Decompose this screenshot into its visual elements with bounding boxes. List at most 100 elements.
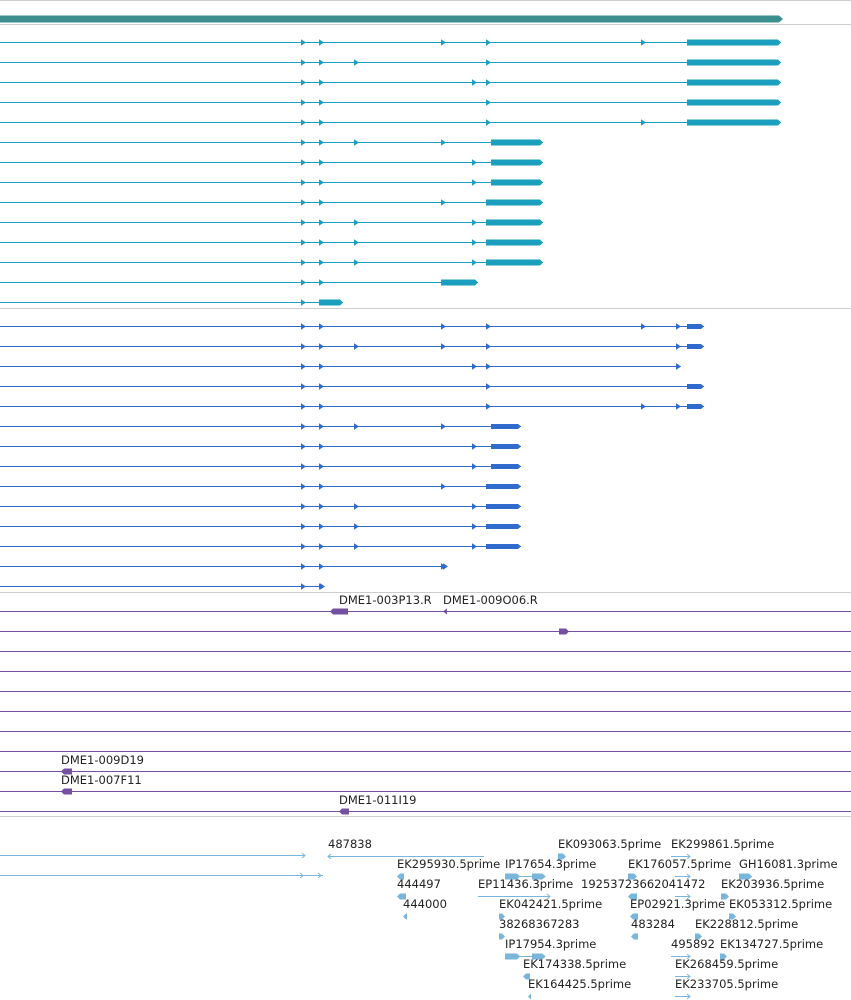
est-feature[interactable] xyxy=(397,873,404,880)
clone-row[interactable] xyxy=(0,768,851,775)
clone-row[interactable] xyxy=(0,628,851,635)
transcript[interactable] xyxy=(0,79,781,86)
est-feature[interactable] xyxy=(528,993,531,1000)
est-feature[interactable] xyxy=(721,893,729,900)
exon-block[interactable] xyxy=(403,913,407,920)
exon-block[interactable] xyxy=(558,853,566,860)
exon-block[interactable] xyxy=(695,933,702,940)
transcript[interactable] xyxy=(0,383,704,390)
transcript-track-a[interactable] xyxy=(0,39,781,306)
gene-feature[interactable] xyxy=(0,15,783,23)
est-feature[interactable] xyxy=(628,893,637,900)
exon-block[interactable] xyxy=(61,768,72,775)
transcript[interactable] xyxy=(0,483,521,490)
exon-block[interactable] xyxy=(486,484,521,489)
exon-block[interactable] xyxy=(499,933,505,940)
exon-block[interactable] xyxy=(499,913,505,920)
exon-block[interactable] xyxy=(631,933,638,940)
exon-block[interactable] xyxy=(729,913,736,920)
exon-block[interactable] xyxy=(486,239,543,246)
exon-block[interactable] xyxy=(559,628,569,635)
exon-block[interactable] xyxy=(491,444,521,449)
transcript[interactable] xyxy=(0,323,704,330)
exon-block[interactable] xyxy=(528,993,531,1000)
exon-block[interactable] xyxy=(397,873,404,880)
exon-block[interactable] xyxy=(630,913,638,920)
exon-block[interactable] xyxy=(687,79,781,86)
est-feature[interactable] xyxy=(403,913,407,920)
est-feature[interactable] xyxy=(675,893,691,900)
transcript[interactable] xyxy=(0,583,325,590)
exon-block[interactable] xyxy=(61,788,72,795)
transcript[interactable] xyxy=(0,59,781,66)
transcript[interactable] xyxy=(0,179,543,186)
exon-block[interactable] xyxy=(687,344,704,349)
transcript[interactable] xyxy=(0,39,781,46)
est-feature[interactable] xyxy=(720,953,727,960)
exon-block[interactable] xyxy=(523,973,530,980)
transcript[interactable] xyxy=(0,99,781,106)
exon-block[interactable] xyxy=(628,873,637,880)
exon-block[interactable] xyxy=(505,953,520,960)
exon-block[interactable] xyxy=(486,199,543,206)
est-feature[interactable] xyxy=(327,853,484,860)
clone-track[interactable]: DME1-003P13.R DME1-009O06.R DME1-009D19 DME… xyxy=(0,593,851,815)
clone-row[interactable] xyxy=(0,788,851,795)
exon-block[interactable] xyxy=(486,219,543,226)
est-feature[interactable] xyxy=(739,873,752,880)
exon-block[interactable] xyxy=(330,608,348,615)
transcript[interactable] xyxy=(0,299,343,306)
est-track[interactable]: 487838 EK093063.5prime EK299861.5prime EK29… xyxy=(0,837,838,1000)
exon-block[interactable] xyxy=(397,893,406,900)
est-feature[interactable] xyxy=(505,873,546,880)
exon-block[interactable] xyxy=(687,39,781,46)
transcript[interactable] xyxy=(0,279,478,286)
exon-block[interactable] xyxy=(687,324,704,329)
transcript[interactable] xyxy=(0,543,521,550)
transcript[interactable] xyxy=(0,523,521,530)
exon-block[interactable] xyxy=(687,99,781,106)
est-feature[interactable] xyxy=(729,913,736,920)
clone-end-marker[interactable] xyxy=(443,608,447,615)
est-track-line[interactable] xyxy=(0,852,306,859)
transcript[interactable] xyxy=(0,563,448,570)
exon-block[interactable] xyxy=(441,279,478,286)
est-feature[interactable] xyxy=(631,933,638,940)
exon-block[interactable] xyxy=(486,524,521,529)
exon-block[interactable] xyxy=(491,464,521,469)
transcript[interactable] xyxy=(0,363,681,370)
transcript-track-b[interactable] xyxy=(0,323,704,590)
exon-block[interactable] xyxy=(687,59,781,66)
exon-block[interactable] xyxy=(687,119,781,126)
est-track-line[interactable] xyxy=(0,872,323,879)
transcript[interactable] xyxy=(0,423,521,430)
transcript[interactable] xyxy=(0,239,543,246)
exon-block[interactable] xyxy=(532,953,545,960)
exon-block[interactable] xyxy=(486,544,521,549)
est-feature[interactable] xyxy=(499,913,505,920)
est-feature[interactable] xyxy=(523,973,530,980)
exon-block[interactable] xyxy=(491,179,543,186)
exon-block[interactable] xyxy=(491,139,543,146)
est-feature[interactable] xyxy=(695,933,702,940)
est-feature[interactable] xyxy=(675,973,691,980)
est-feature[interactable] xyxy=(675,873,691,880)
exon-block[interactable] xyxy=(687,384,704,389)
exon-block[interactable] xyxy=(687,404,704,409)
transcript[interactable] xyxy=(0,403,704,410)
clone-row[interactable] xyxy=(0,808,851,815)
exon-block[interactable] xyxy=(721,893,729,900)
exon-block[interactable] xyxy=(486,504,521,509)
transcript[interactable] xyxy=(0,199,543,206)
transcript[interactable] xyxy=(0,219,543,226)
exon-block[interactable] xyxy=(628,893,637,900)
exon-block[interactable] xyxy=(720,953,727,960)
exon-block[interactable] xyxy=(339,808,349,815)
transcript[interactable] xyxy=(0,443,521,450)
exon-block[interactable] xyxy=(505,873,520,880)
exon-block[interactable] xyxy=(319,299,343,306)
transcript[interactable] xyxy=(0,463,521,470)
transcript[interactable] xyxy=(0,503,521,510)
est-feature[interactable] xyxy=(628,873,637,880)
est-feature[interactable] xyxy=(671,853,691,860)
